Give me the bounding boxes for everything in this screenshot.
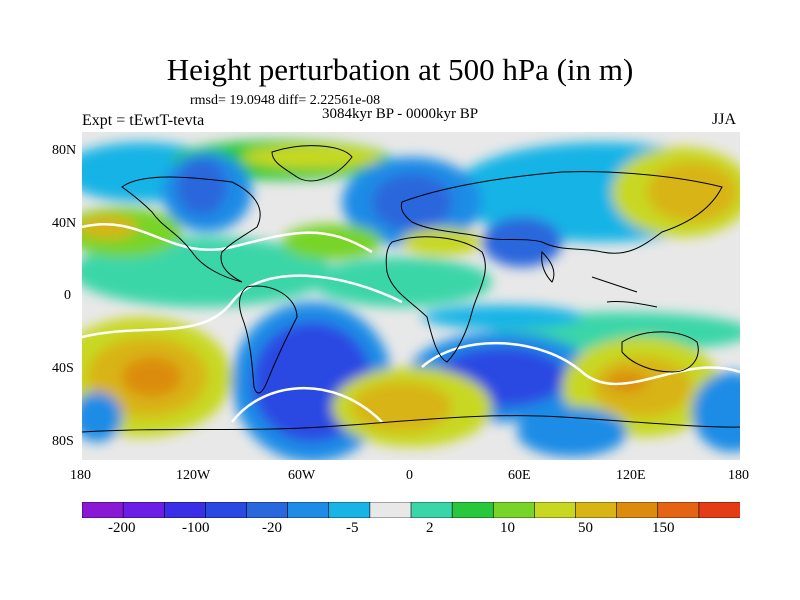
lon-label: 60W [288, 468, 316, 483]
colorbar-label: 150 [652, 520, 675, 536]
season-label: JJA [712, 111, 737, 128]
lon-label: 60E [508, 468, 531, 483]
lon-label: 180 [70, 468, 91, 483]
colorbar-swatch [328, 502, 371, 518]
colorbar-swatch [246, 502, 289, 518]
colorbar-swatch [163, 502, 207, 518]
lon-label: 120W [176, 468, 211, 483]
colorbar-swatch [657, 502, 700, 518]
lon-label: 120E [616, 468, 646, 483]
colorbar-swatch [287, 502, 330, 518]
experiment-label: Expt = tEwtT-tevta [82, 112, 205, 129]
lat-label: 80N [52, 143, 77, 158]
colorbar-label: -20 [262, 520, 282, 536]
colorbar-swatch [616, 502, 659, 518]
colorbar-label: -200 [108, 520, 136, 536]
lat-label: 40S [52, 361, 74, 376]
colorbar-swatch [410, 502, 453, 518]
colorbar-label: -5 [346, 520, 359, 536]
colorbar-swatch [82, 502, 124, 518]
lon-label: 180 [728, 468, 749, 483]
colorbar-swatch [122, 502, 166, 518]
period-label: 3084kyr BP - 0000kyr BP [322, 106, 479, 122]
lat-label: 80S [52, 434, 74, 449]
colorbar-label: 2 [426, 520, 434, 536]
colorbar-swatch [698, 502, 740, 518]
lat-label: 0 [64, 288, 71, 303]
colorbar-label: 50 [578, 520, 593, 536]
contour-map [82, 132, 740, 460]
colorbar-label: -100 [182, 520, 210, 536]
lon-label: 0 [406, 468, 413, 483]
colorbar-swatch [205, 502, 248, 518]
colorbar-swatch [369, 502, 412, 518]
lat-label: 40N [52, 216, 77, 231]
colorbar-label: 10 [500, 520, 515, 536]
colorbar-swatch [575, 502, 618, 518]
stats-text: rmsd= 19.0948 diff= 2.22561e-08 [190, 93, 381, 108]
plot-title: Height perturbation at 500 hPa (in m) [166, 52, 634, 87]
colorbar-swatch [534, 502, 577, 518]
colorbar-swatch [492, 502, 536, 518]
colorbar [82, 502, 740, 518]
colorbar-swatch [451, 502, 495, 518]
map-panel [82, 132, 740, 460]
